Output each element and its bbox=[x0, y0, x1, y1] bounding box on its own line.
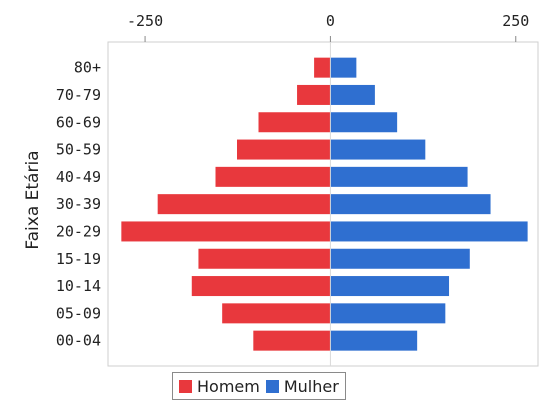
bar-homem bbox=[253, 330, 331, 351]
category-label: 30-39 bbox=[56, 195, 101, 213]
bar-mulher bbox=[330, 221, 528, 242]
category-label: 10-14 bbox=[56, 277, 101, 295]
bar-mulher bbox=[330, 84, 375, 105]
legend-swatch-mulher bbox=[265, 379, 279, 393]
x-tick-label: 0 bbox=[326, 12, 335, 30]
bar-homem bbox=[191, 276, 331, 297]
bars bbox=[121, 42, 528, 366]
legend-label-mulher: Mulher bbox=[283, 376, 339, 396]
bar-mulher bbox=[330, 330, 418, 351]
bar-homem bbox=[297, 84, 331, 105]
bar-homem bbox=[237, 139, 331, 160]
y-axis-title: Faixa Etária bbox=[23, 150, 43, 249]
bar-mulher bbox=[330, 57, 357, 78]
category-label: 20-29 bbox=[56, 222, 101, 240]
bar-homem bbox=[157, 194, 331, 215]
y-axis-categories: 80+ 70-79 60-69 50-59 40-49 30-39 20-29 15-19 10… bbox=[56, 59, 101, 350]
legend-label-homem: Homem bbox=[197, 376, 260, 396]
x-tick-label: 250 bbox=[502, 12, 529, 30]
category-label: 15-19 bbox=[56, 250, 101, 268]
legend-item-mulher: Mulher bbox=[265, 376, 339, 396]
bar-homem bbox=[222, 303, 331, 324]
legend-swatch-homem bbox=[179, 379, 192, 393]
bar-mulher bbox=[330, 303, 446, 324]
bar-homem bbox=[198, 248, 331, 269]
bar-mulher bbox=[330, 166, 468, 187]
category-label: 00-04 bbox=[56, 332, 101, 350]
category-label: 40-49 bbox=[56, 168, 101, 186]
bar-mulher bbox=[330, 248, 470, 269]
bar-mulher bbox=[330, 276, 450, 297]
category-label: 70-79 bbox=[56, 86, 101, 104]
bar-homem bbox=[215, 166, 331, 187]
category-label: 05-09 bbox=[56, 304, 101, 322]
category-label: 60-69 bbox=[56, 113, 101, 131]
bar-homem bbox=[314, 57, 331, 78]
bar-mulher bbox=[330, 139, 426, 160]
category-label: 80+ bbox=[74, 59, 101, 77]
category-label: 50-59 bbox=[56, 141, 101, 159]
x-axis-ticks: -250 0 250 bbox=[127, 12, 529, 42]
legend-item-homem: Homem bbox=[179, 377, 260, 396]
bar-homem bbox=[121, 221, 331, 242]
bar-mulher bbox=[330, 194, 491, 215]
legend: Homem Mulher bbox=[172, 372, 346, 400]
bar-mulher bbox=[330, 112, 398, 133]
bar-homem bbox=[258, 112, 331, 133]
x-tick-label: -250 bbox=[127, 12, 163, 30]
